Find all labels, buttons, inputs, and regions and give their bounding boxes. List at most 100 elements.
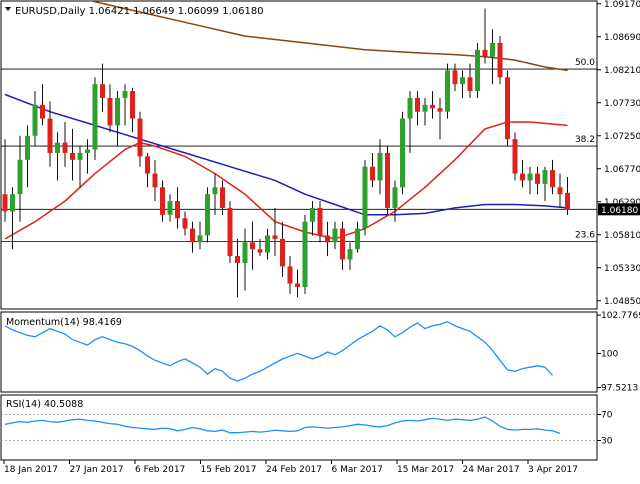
momentum-axis-label: 102.7769 (601, 311, 640, 321)
current-price-label: 1.06180 (601, 206, 638, 216)
price-axis-label: 1.07730 (604, 99, 640, 109)
candle-body (287, 266, 293, 284)
candle-body (85, 149, 90, 153)
date-axis-label: 24 Feb 2017 (266, 465, 322, 475)
candle-body (2, 194, 8, 212)
rsi-panel-border (0, 394, 598, 461)
candle-body (452, 70, 458, 85)
price-axis-label: 1.08210 (604, 66, 640, 76)
candle-body (512, 139, 518, 174)
price-axis-label: 1.06770 (604, 165, 640, 175)
candle-body (550, 170, 555, 188)
candle-body (295, 283, 300, 287)
candle-body (400, 118, 405, 188)
candle-body (505, 77, 510, 140)
rsi-plot (1, 414, 597, 441)
candle-body (265, 235, 270, 253)
price-axis-label: 1.07250 (604, 132, 640, 142)
momentum-plot (4, 320, 553, 382)
candle-body (392, 187, 398, 208)
candle-body (10, 194, 15, 212)
candle-body (310, 207, 315, 222)
price-axis-label: 1.05810 (604, 231, 640, 241)
candle-body (280, 238, 285, 267)
candle-body (227, 207, 233, 257)
candle-body (220, 187, 225, 208)
candle-body (47, 118, 53, 153)
momentum-line (4, 320, 553, 382)
candle-body (385, 152, 390, 208)
price-axis-label: 1.05330 (604, 264, 640, 274)
candle-body (100, 84, 105, 98)
candle-body (370, 166, 375, 181)
candle-body (212, 187, 218, 195)
date-axis-label: 18 Jan 2017 (4, 465, 58, 475)
candle-body (242, 242, 248, 263)
rsi-axis-label: 70 (601, 411, 613, 421)
date-axis-label: 27 Jan 2017 (70, 465, 124, 475)
candle-body (520, 173, 525, 181)
main-panel-border (0, 0, 598, 310)
candle-body (175, 201, 180, 219)
candle-body (445, 70, 450, 112)
candle-body (197, 235, 203, 243)
date-axis-label: 15 Feb 2017 (201, 465, 257, 475)
candle-body (340, 228, 345, 260)
candle-body (25, 135, 30, 160)
rsi-axis-label: 30 (601, 437, 613, 447)
candle-body (77, 152, 83, 160)
momentum-axis-label: 100 (601, 349, 618, 359)
candle-body (152, 173, 158, 188)
candle-body (377, 152, 383, 181)
candle-body (92, 84, 98, 150)
candle-body (17, 159, 23, 195)
candle-body (542, 170, 548, 184)
candle-body (40, 104, 45, 119)
sma-mid-line (4, 93, 568, 216)
sma-long-line (88, 1, 568, 72)
candle-body (182, 218, 188, 229)
candle-body (527, 173, 533, 181)
candle-body (430, 104, 435, 109)
candle-body (257, 249, 263, 253)
candle-body (115, 97, 120, 126)
date-axis-label: 6 Feb 2017 (135, 465, 185, 475)
candle-body (347, 249, 353, 260)
rsi-line (4, 416, 561, 435)
candle-body (122, 91, 128, 98)
fib-level-label: 50.0 (575, 58, 595, 68)
candle-body (565, 192, 570, 210)
candle-body (460, 77, 465, 85)
candle-body (205, 194, 210, 236)
candle-body (62, 142, 68, 153)
price-axis-label: 1.09170 (604, 0, 640, 10)
candle-body (437, 108, 443, 112)
candle-body (190, 228, 195, 243)
rsi-title: RSI(14) 40.5088 (6, 399, 83, 410)
price-axis-label: 1.08690 (604, 33, 640, 43)
candle-body (467, 77, 473, 92)
candle-body (362, 166, 368, 229)
date-axis-label: 24 Mar 2017 (463, 465, 520, 475)
candle-body (355, 228, 360, 250)
candle-body (490, 42, 495, 57)
date-axis-label: 15 Mar 2017 (397, 465, 454, 475)
candle-body (535, 173, 540, 184)
candle-body (332, 228, 338, 243)
candle-body (235, 256, 240, 263)
candle-body (497, 42, 503, 78)
collapse-arrow-icon[interactable] (5, 7, 11, 11)
momentum-title: Momentum(14) 98.4169 (6, 317, 122, 328)
main-plot: 50.0 38.2 23.6 (1, 1, 597, 298)
candle-body (167, 201, 173, 215)
axes-layer: 1.09170 1.08690 1.08210 1.07730 1.07250 1.067… (3, 0, 640, 475)
current-price-tag (598, 203, 640, 216)
candle-body (145, 156, 150, 174)
chart-header: EURUSD,Daily 1.06421 1.06649 1.06099 1.0… (15, 6, 264, 17)
candle-body (137, 118, 143, 157)
candle-body (272, 235, 278, 239)
candle-body (325, 235, 330, 243)
momentum-panel-border (0, 311, 598, 393)
